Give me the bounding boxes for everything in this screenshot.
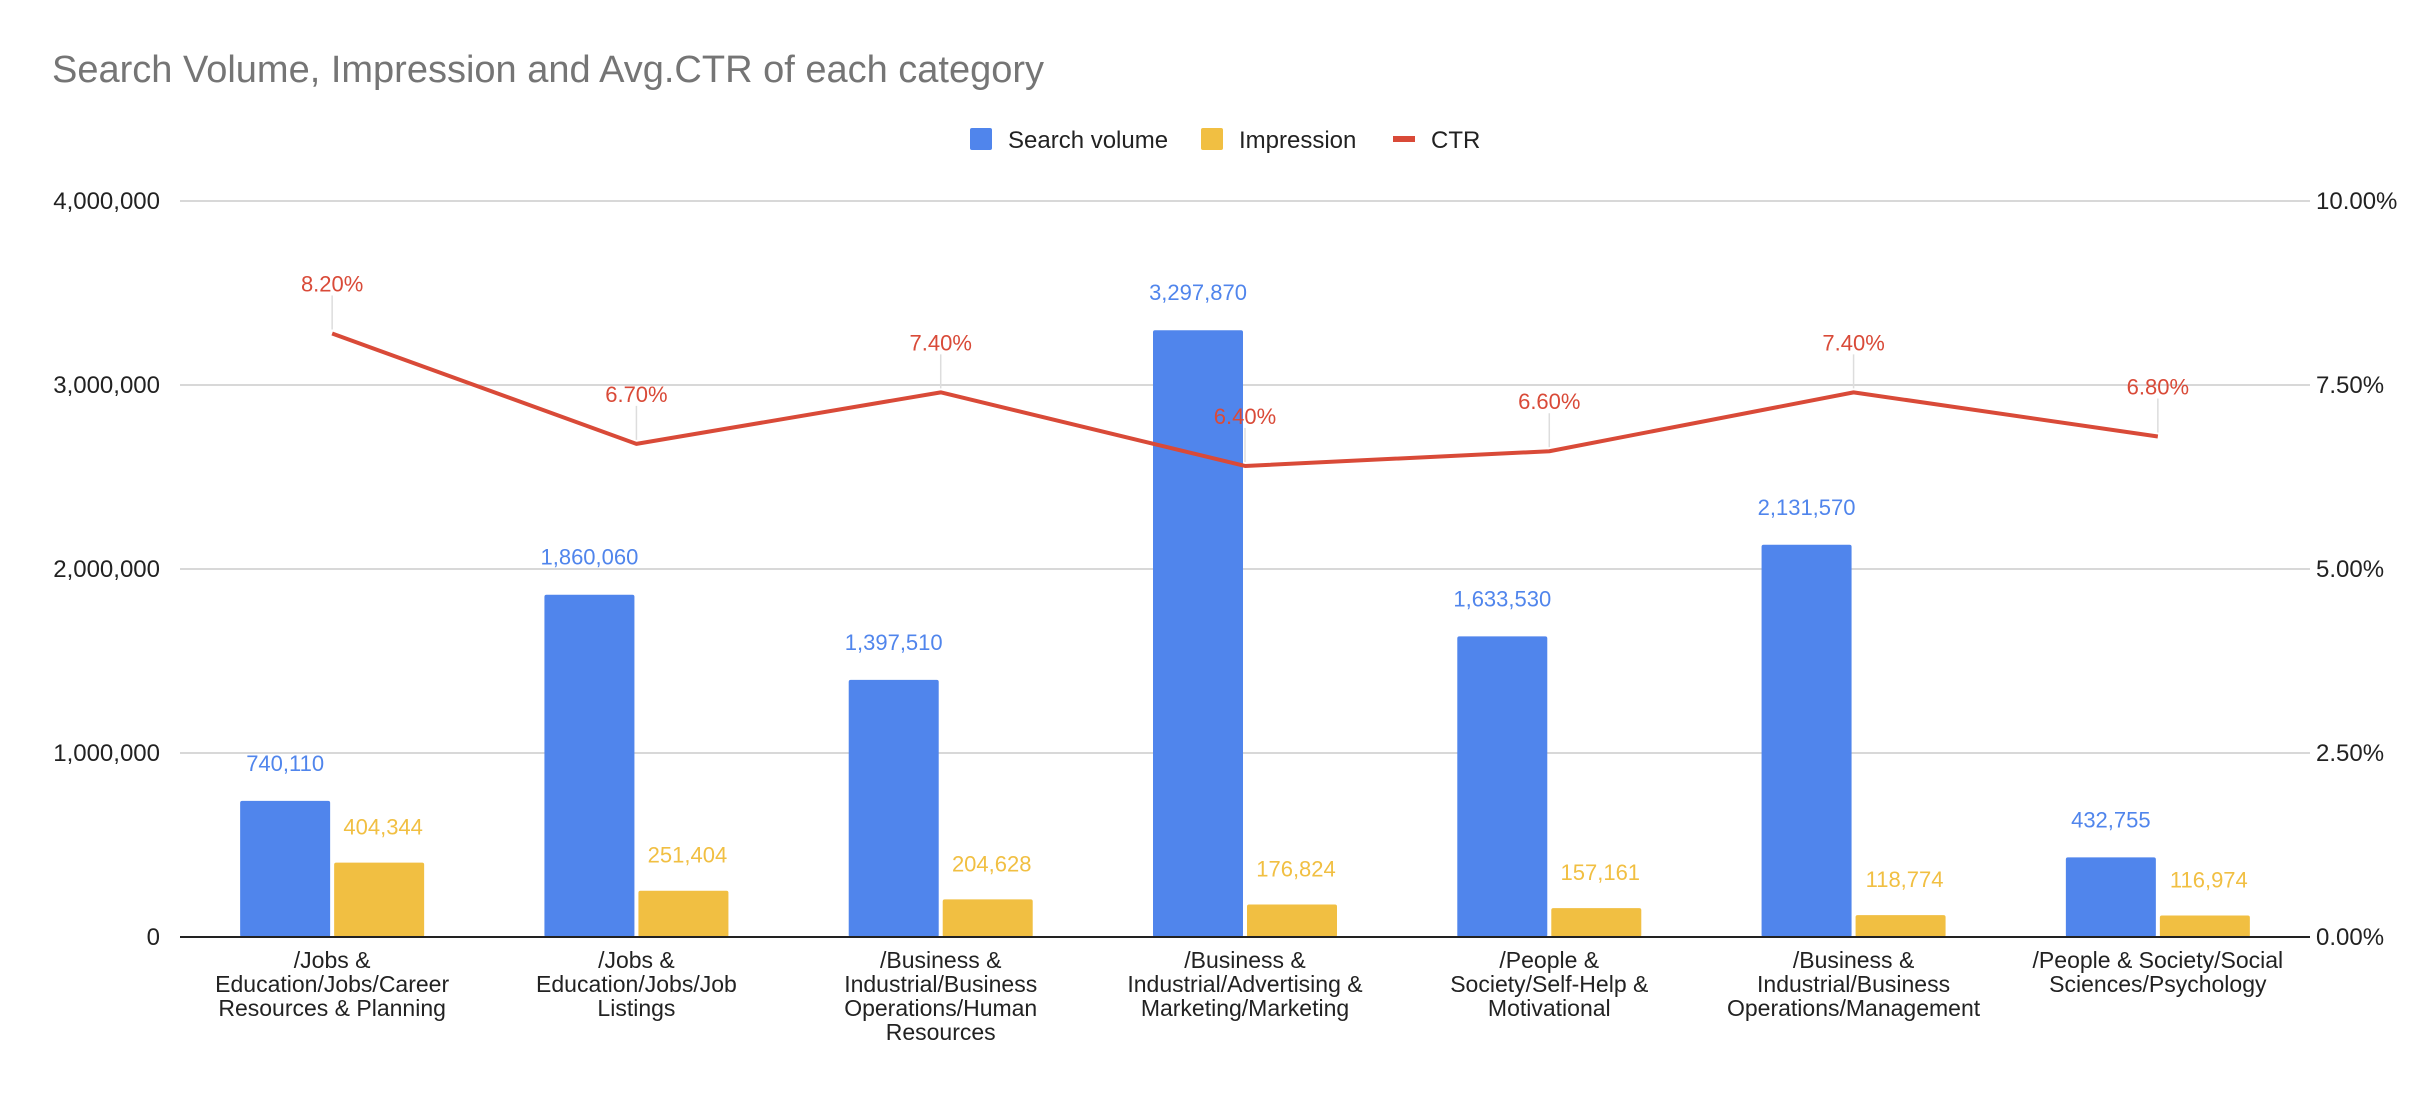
data-label-ctr: 7.40% <box>910 330 972 355</box>
category-label: Operations/Human <box>844 995 1037 1021</box>
data-label-ctr: 6.40% <box>1214 404 1276 429</box>
category-label: Resources <box>886 1019 996 1045</box>
data-label-ctr: 7.40% <box>1822 330 1884 355</box>
right-axis-tick-label: 7.50% <box>2316 372 2384 399</box>
legend-swatch <box>1201 128 1223 150</box>
left-axis: 0 1,000,000 2,000,000 3,000,000 4,000,000 <box>53 188 160 951</box>
left-axis-tick-label: 0 <box>147 924 160 951</box>
chart-title: Search Volume, Impression and Avg.CTR of… <box>52 49 1044 91</box>
bar-impression <box>1551 908 1642 937</box>
bar-search-volume <box>240 800 331 937</box>
data-label-search-volume: 1,633,530 <box>1453 586 1551 611</box>
left-axis-tick-label: 4,000,000 <box>53 188 160 215</box>
legend-swatch <box>1393 136 1415 142</box>
legend-swatch <box>970 128 992 150</box>
bars <box>240 330 2250 938</box>
legend: Search volume Impression CTR <box>970 127 1480 154</box>
category-label: Listings <box>597 995 675 1021</box>
category-label: Industrial/Business <box>1757 971 1950 997</box>
data-label-impression: 116,974 <box>2170 867 2248 892</box>
data-label-impression: 404,344 <box>343 815 423 840</box>
legend-label: CTR <box>1431 127 1480 154</box>
data-label-impression: 118,774 <box>1866 867 1944 892</box>
bar-search-volume <box>848 679 939 937</box>
right-axis-tick-label: 2.50% <box>2316 740 2384 767</box>
category-label: Marketing/Marketing <box>1141 995 1349 1021</box>
data-label-ctr: 6.70% <box>605 382 667 407</box>
data-label-search-volume: 3,297,870 <box>1149 280 1247 305</box>
data-label-ctr: 8.20% <box>301 271 363 296</box>
right-axis-tick-label: 10.00% <box>2316 188 2397 215</box>
category-label: Operations/Management <box>1727 995 1981 1021</box>
data-label-ctr: 6.60% <box>1518 389 1580 414</box>
category-label: Resources & Planning <box>218 995 446 1021</box>
category-label: Education/Jobs/Job <box>536 971 737 997</box>
category-label: /People & <box>1499 947 1599 973</box>
ctr-line <box>331 331 2159 468</box>
bar-search-volume <box>1153 330 1243 938</box>
category-label: /Business & <box>880 947 1001 973</box>
bar-search-volume <box>2065 857 2156 937</box>
category-label: /Jobs & <box>294 947 371 973</box>
left-axis-tick-label: 2,000,000 <box>53 556 160 583</box>
data-label-ctr: 6.80% <box>2127 375 2189 400</box>
bar-impression <box>638 890 729 937</box>
data-label-search-volume: 432,755 <box>2071 807 2151 832</box>
bar-search-volume <box>544 594 635 937</box>
category-label: Industrial/Advertising & <box>1127 971 1362 997</box>
data-label-search-volume: 740,110 <box>246 751 324 776</box>
category-label: Industrial/Business <box>844 971 1037 997</box>
left-axis-tick-label: 3,000,000 <box>53 372 160 399</box>
bar-impression <box>942 899 1033 937</box>
right-axis: 0.00% 2.50% 5.00% 7.50% 10.00% <box>2316 188 2397 951</box>
data-label-search-volume: 1,860,060 <box>540 545 638 570</box>
category-label: /Business & <box>1793 947 1914 973</box>
bar-search-volume <box>1761 544 1852 937</box>
data-label-impression: 251,404 <box>648 843 728 868</box>
left-axis-tick-label: 1,000,000 <box>53 740 160 767</box>
legend-label: Search volume <box>1008 127 1168 154</box>
data-label-search-volume: 1,397,510 <box>845 630 943 655</box>
data-label-search-volume: 2,131,570 <box>1758 495 1856 520</box>
bar-impression <box>334 862 425 937</box>
category-label: Sciences/Psychology <box>2049 971 2267 997</box>
data-labels: 740,110 404,344 1,860,060 251,404 1,397,510 2… <box>246 271 2248 892</box>
category-label: Society/Self-Help & <box>1450 971 1648 997</box>
right-axis-tick-label: 5.00% <box>2316 556 2384 583</box>
data-label-impression: 157,161 <box>1561 860 1641 885</box>
bar-impression <box>2159 915 2250 937</box>
gridlines <box>180 200 2310 754</box>
data-label-impression: 204,628 <box>952 851 1032 876</box>
bar-impression <box>1855 915 1946 937</box>
category-label: Motivational <box>1488 995 1611 1021</box>
bar-impression <box>1247 904 1337 937</box>
category-label: /People & Society/Social <box>2033 947 2284 973</box>
data-label-impression: 176,824 <box>1256 856 1336 881</box>
ctr-line-layer <box>331 295 2159 468</box>
category-label: Education/Jobs/Career <box>215 971 449 997</box>
bar-search-volume <box>1457 636 1548 937</box>
right-axis-tick-label: 0.00% <box>2316 924 2384 951</box>
category-label: /Jobs & <box>598 947 675 973</box>
legend-label: Impression <box>1239 127 1356 154</box>
category-label: /Business & <box>1184 947 1305 973</box>
